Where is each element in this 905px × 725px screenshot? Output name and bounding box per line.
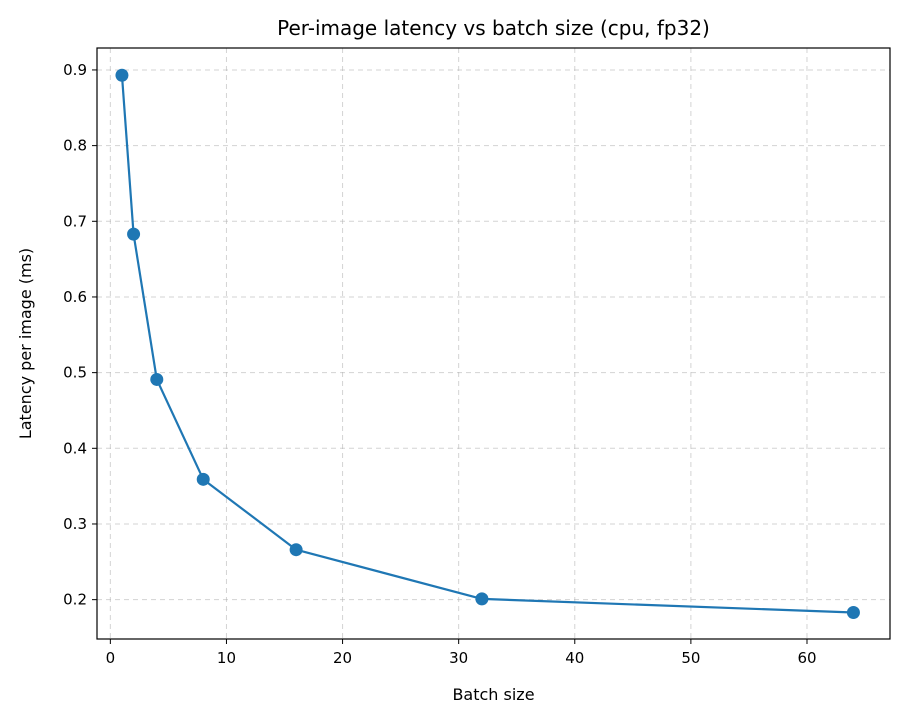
y-tick-label: 0.2 <box>63 591 87 609</box>
chart-title: Per-image latency vs batch size (cpu, fp… <box>277 16 710 40</box>
x-tick-label: 40 <box>565 649 584 667</box>
x-tick-label: 60 <box>797 649 816 667</box>
y-axis-label: Latency per image (ms) <box>16 248 35 439</box>
data-point-marker <box>846 606 860 620</box>
axis-ticks: 0 10 20 30 40 50 60 0.2 0.3 0.4 0.5 0.6 0.7 0.8 0.9 <box>63 61 816 667</box>
y-tick-label: 0.7 <box>63 212 87 230</box>
y-tick-label: 0.6 <box>63 288 87 306</box>
y-tick-label: 0.4 <box>63 439 87 457</box>
y-tick-label: 0.3 <box>63 515 87 533</box>
data-point-marker <box>150 372 164 386</box>
y-tick-label: 0.9 <box>63 61 87 79</box>
data-point-marker <box>127 227 141 241</box>
data-point-marker <box>196 472 210 486</box>
data-point-marker <box>289 543 303 557</box>
x-tick-label: 50 <box>681 649 700 667</box>
data-point-marker <box>475 592 489 606</box>
plot-frame <box>96 47 891 640</box>
x-tick-label: 30 <box>449 649 468 667</box>
x-tick-label: 0 <box>106 649 116 667</box>
x-tick-label: 20 <box>333 649 352 667</box>
x-axis-label: Batch size <box>452 685 534 704</box>
data-point-marker <box>115 68 129 82</box>
data-series <box>115 68 860 620</box>
y-tick-label: 0.5 <box>63 364 87 382</box>
x-tick-label: 10 <box>217 649 236 667</box>
grid-lines <box>97 48 890 639</box>
y-tick-label: 0.8 <box>63 137 87 155</box>
